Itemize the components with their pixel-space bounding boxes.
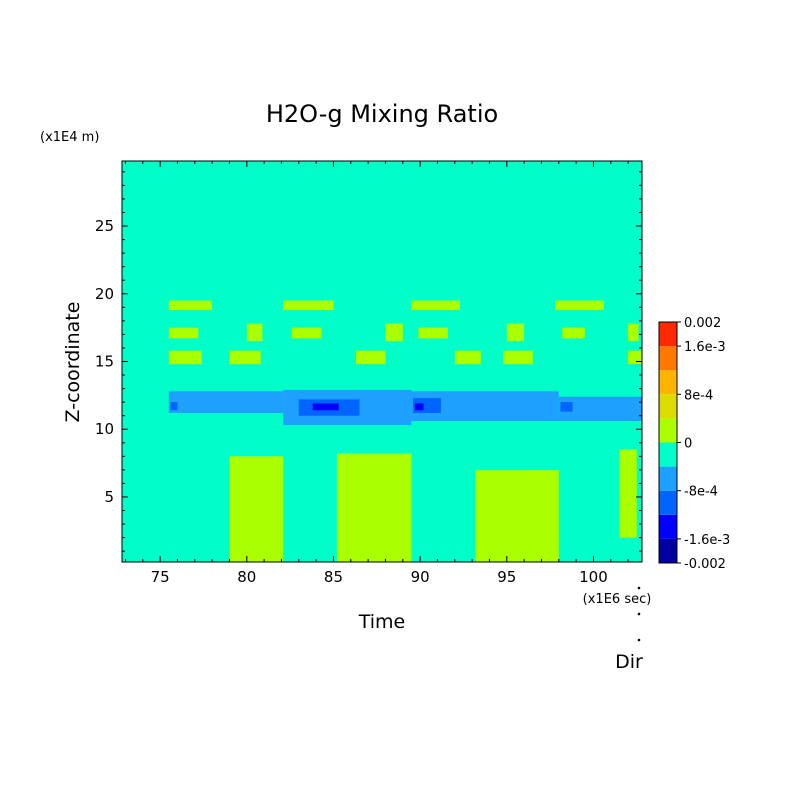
- colorbar-tick-label: -0.002: [684, 557, 726, 572]
- y-unit-label: (x1E4 m): [40, 130, 99, 145]
- colorbar-tick-label: -1.6e-3: [684, 533, 730, 548]
- contour-region: [475, 469, 559, 562]
- dir-marker: [637, 638, 641, 642]
- colorbar-swatch: [659, 490, 677, 515]
- contour-regions: [168, 300, 642, 562]
- plot-area: 75 80 85 90 95 100 5 10 15 20 25: [95, 160, 643, 586]
- colorbar-tick-label: 8e-4: [684, 388, 713, 403]
- contour-region: [628, 323, 639, 342]
- contour-region: [283, 300, 334, 310]
- colorbar: 0.002 1.6e-3 8e-4 0 -8e-4 -1.6e-3 -0.002: [658, 316, 730, 572]
- x-tick-label: 80: [237, 568, 256, 586]
- colorbar-swatch: [659, 466, 677, 491]
- x-tick-label: 75: [151, 568, 170, 586]
- contour-region: [229, 350, 261, 365]
- contour-region: [168, 300, 213, 310]
- dir-label: Dir: [615, 651, 643, 673]
- contour-region: [336, 453, 412, 562]
- y-axis-label: Z-coordinate: [62, 302, 84, 423]
- dir-marker: [637, 586, 641, 590]
- contour-region: [312, 403, 339, 411]
- colorbar-tick-label: 0: [684, 437, 692, 452]
- colorbar-swatch: [659, 538, 677, 563]
- contour-region: [168, 350, 202, 365]
- contour-region: [560, 402, 573, 412]
- y-tick-label: 5: [104, 488, 114, 506]
- contour-region: [503, 350, 533, 365]
- colorbar-swatch: [659, 418, 677, 443]
- contour-region: [170, 402, 178, 411]
- y-tick-label: 25: [95, 217, 114, 235]
- contour-region: [414, 403, 424, 411]
- contour-region: [418, 327, 448, 339]
- contour-region: [385, 323, 403, 342]
- colorbar-swatch: [659, 346, 677, 371]
- y-axis: 5 10 15 20 25: [95, 171, 642, 552]
- colorbar-tick-label: -8e-4: [684, 485, 718, 500]
- x-tick-label: 85: [324, 568, 343, 586]
- contour-region: [555, 300, 604, 310]
- colorbar-swatch: [659, 442, 677, 467]
- colorbar-swatch: [659, 394, 677, 419]
- x-tick-label: 90: [411, 568, 430, 586]
- contour-region: [229, 456, 284, 562]
- contour-region: [558, 396, 642, 422]
- y-tick-label: 20: [95, 285, 114, 303]
- contour-region: [356, 350, 386, 365]
- x-axis: 75 80 85 90 95 100: [124, 161, 629, 586]
- colorbar-swatch: [659, 514, 677, 539]
- colorbar-tick-label: 0.002: [684, 316, 721, 331]
- y-tick-label: 15: [95, 353, 114, 371]
- contour-region: [246, 323, 263, 342]
- contour-region: [506, 323, 525, 342]
- contour-region: [168, 391, 284, 413]
- x-axis-label: Time: [358, 611, 406, 633]
- dir-markers: [637, 586, 641, 642]
- contour-region: [168, 327, 199, 339]
- chart-title: H2O-g Mixing Ratio: [266, 100, 498, 128]
- colorbar-swatch: [659, 322, 677, 347]
- colorbar-swatch: [659, 370, 677, 395]
- y-tick-label: 10: [95, 420, 114, 438]
- contour-region: [619, 449, 637, 538]
- contour-region: [628, 350, 642, 365]
- contour-region: [291, 327, 322, 339]
- x-tick-label: 95: [497, 568, 516, 586]
- dir-marker: [637, 612, 641, 616]
- x-unit-label: (x1E6 sec): [583, 592, 652, 607]
- colorbar-tick-label: 1.6e-3: [684, 340, 726, 355]
- contour-region: [562, 327, 585, 339]
- contour-region: [454, 350, 481, 365]
- x-tick-label: 100: [579, 568, 608, 586]
- contour-region: [411, 300, 460, 310]
